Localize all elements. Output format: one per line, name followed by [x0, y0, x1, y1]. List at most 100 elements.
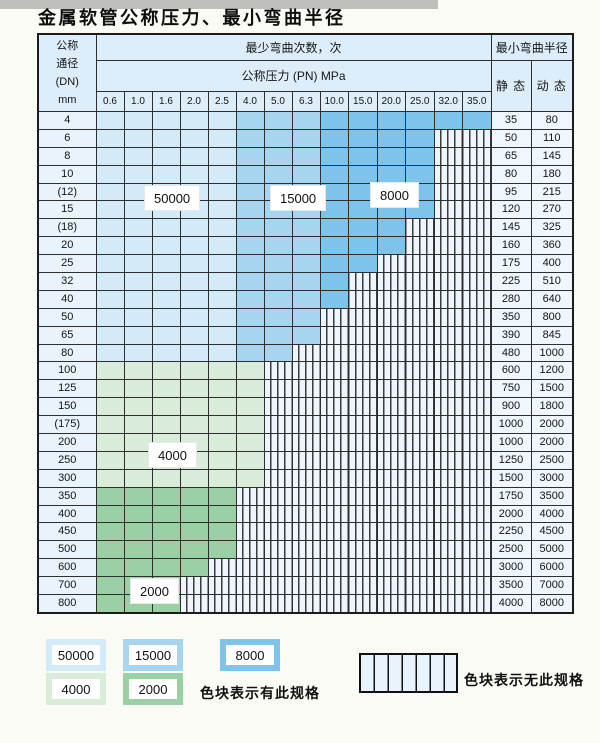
no-spec-cell: [348, 307, 378, 327]
no-spec-cell: [462, 433, 492, 452]
spec-cell: [123, 504, 153, 524]
no-spec-cell: [348, 540, 378, 560]
spec-cell: [319, 272, 349, 291]
zone-label-4000: 4000: [149, 443, 196, 467]
no-spec-cell: [179, 576, 209, 596]
no-spec-cell: [348, 450, 378, 470]
spec-cell: [291, 272, 321, 291]
no-spec-cell: [263, 540, 293, 560]
dn-cell: 500: [37, 540, 97, 560]
dn-cell: 4: [37, 111, 97, 130]
no-spec-cell: [348, 343, 378, 363]
spec-cell: [95, 200, 125, 220]
spec-cell: [123, 289, 153, 309]
spec-cell: [179, 289, 209, 309]
static-radius-cell: 390: [490, 325, 532, 345]
spec-cell: [263, 128, 293, 148]
spec-cell: [207, 468, 237, 488]
table-row: 10 80 180: [37, 164, 574, 184]
dynamic-radius-cell: 3500: [530, 486, 574, 506]
no-spec-cell: [319, 540, 349, 560]
pressure-values-row: 0.6 1.0 1.6 2.0 2.5 4.0 5.0 6.3 10.0 15.0 20.0 25.0…: [38, 91, 573, 112]
no-spec-cell: [319, 504, 349, 524]
dn-cell: 150: [37, 397, 97, 417]
no-spec-cell: [376, 540, 406, 560]
no-spec-cell: [433, 361, 463, 381]
no-spec-cell: [462, 379, 492, 399]
legend-swatch-2000: 2000: [123, 673, 183, 705]
spec-cell: [263, 164, 293, 184]
dynamic-radius-cell: 6000: [530, 558, 574, 578]
spec-cell: [95, 218, 125, 238]
no-spec-cell: [263, 415, 293, 435]
spec-cell: [95, 504, 125, 524]
static-radius-cell: 350: [490, 307, 532, 327]
spec-cell: [207, 236, 237, 256]
spec-cell: [291, 164, 321, 184]
spec-cell: [348, 254, 378, 274]
spec-cell: [123, 164, 153, 184]
static-radius-cell: 900: [490, 397, 532, 417]
static-column-header: 静 态: [490, 60, 532, 112]
spec-cell: [207, 128, 237, 148]
dynamic-radius-cell: 800: [530, 307, 574, 327]
no-spec-cell: [179, 594, 209, 614]
no-spec-cell: [405, 397, 435, 417]
dn-header-line: 通径: [56, 58, 79, 70]
spec-cell: [151, 415, 181, 435]
no-spec-cell: [462, 254, 492, 274]
spec-cell: [235, 200, 265, 220]
scan-artifact-strip: [0, 0, 438, 9]
spec-cell: [207, 379, 237, 399]
spec-cell: [95, 468, 125, 488]
no-spec-cell: [433, 164, 463, 184]
no-spec-cell: [348, 576, 378, 596]
no-spec-cell: [348, 272, 378, 291]
spec-cell: [179, 307, 209, 327]
no-spec-cell: [433, 540, 463, 560]
dn-cell: 100: [37, 361, 97, 381]
no-spec-cell: [376, 486, 406, 506]
spec-cell: [179, 486, 209, 506]
static-radius-cell: 280: [490, 289, 532, 309]
table-row: 250 1250 2500: [37, 450, 574, 470]
spec-cell: [179, 504, 209, 524]
no-spec-cell: [319, 486, 349, 506]
spec-cell: [235, 468, 265, 488]
dn-cell: 20: [37, 236, 97, 256]
legend-note-no-spec: 色块表示无此规格: [464, 672, 584, 688]
no-spec-cell: [462, 343, 492, 363]
spec-cell: [95, 450, 125, 470]
no-spec-cell: [376, 397, 406, 417]
table-row: 200 1000 2000: [37, 433, 574, 452]
no-spec-cell: [263, 504, 293, 524]
no-spec-cell: [291, 433, 321, 452]
no-spec-cell: [291, 468, 321, 488]
spec-cell: [291, 236, 321, 256]
dynamic-radius-cell: 510: [530, 272, 574, 291]
no-spec-cell: [376, 415, 406, 435]
static-radius-cell: 65: [490, 146, 532, 166]
static-radius-cell: 35: [490, 111, 532, 130]
no-spec-cell: [235, 504, 265, 524]
table-row: 150 900 1800: [37, 397, 574, 417]
no-spec-cell: [405, 272, 435, 291]
no-spec-cell: [433, 218, 463, 238]
spec-cell: [207, 307, 237, 327]
spec-cell: [95, 522, 125, 542]
dn-cell: 450: [37, 522, 97, 542]
dn-cell: 80: [37, 343, 97, 363]
spec-cell: [151, 379, 181, 399]
spec-cell: [151, 307, 181, 327]
no-spec-cell: [433, 236, 463, 256]
no-spec-cell: [291, 576, 321, 596]
no-spec-cell: [405, 594, 435, 614]
no-spec-cell: [462, 486, 492, 506]
spec-cell: [207, 450, 237, 470]
spec-cell: [179, 254, 209, 274]
no-spec-cell: [263, 450, 293, 470]
spec-cell: [235, 361, 265, 381]
spec-cell: [95, 164, 125, 184]
no-spec-cell: [348, 558, 378, 578]
no-spec-cell: [319, 450, 349, 470]
